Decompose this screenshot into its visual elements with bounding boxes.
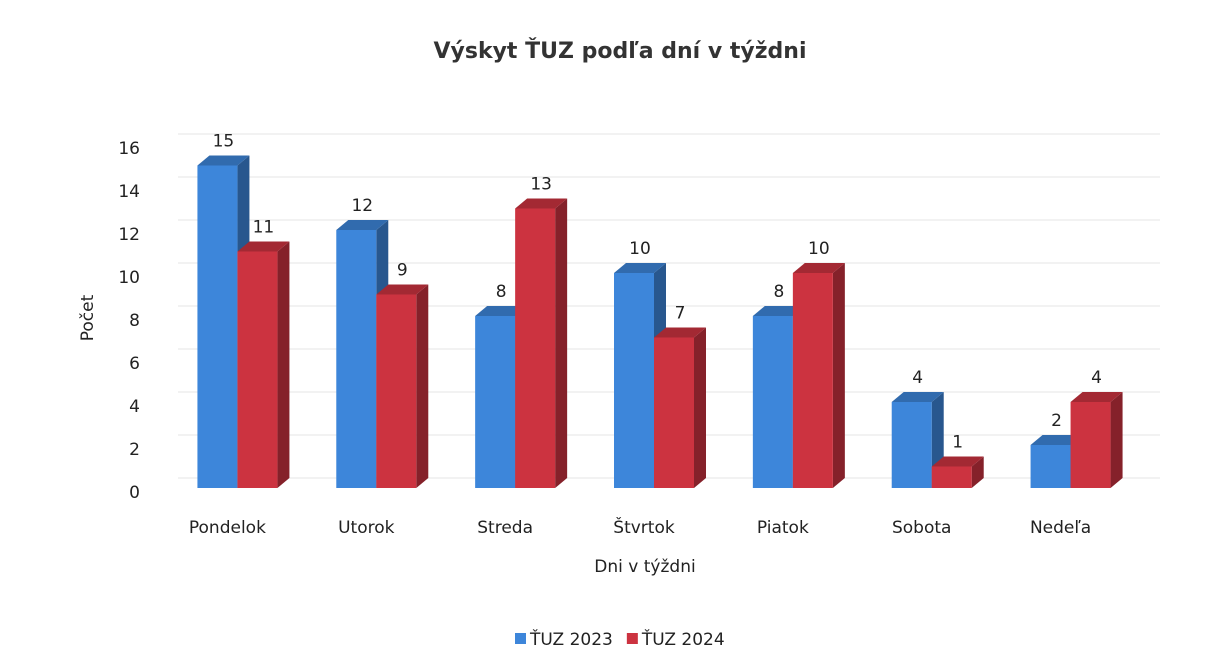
y-tick-label: 16 [118, 139, 140, 159]
chart-title: Výskyt ŤUZ podľa dní v týždni [434, 38, 807, 64]
bar [237, 241, 290, 488]
y-axis-label: Počet [78, 294, 98, 341]
data-label: 4 [1091, 368, 1102, 388]
data-label: 9 [397, 261, 408, 281]
bar-front [654, 337, 694, 488]
legend-label: ŤUZ 2023 [529, 628, 613, 650]
bar-front [1070, 402, 1111, 488]
bar-top [752, 306, 805, 316]
bar [515, 198, 568, 488]
bar-top [792, 263, 845, 273]
bar-side [971, 456, 984, 488]
x-tick-label: Sobota [892, 518, 951, 538]
data-label: 13 [530, 175, 552, 195]
bar [654, 327, 706, 488]
bar-front [752, 316, 793, 488]
x-tick-label: Nedeľa [1030, 518, 1091, 538]
bar-front [614, 273, 654, 488]
bar-front [376, 294, 417, 488]
bar-top [891, 392, 944, 402]
bar-top [475, 306, 528, 316]
bar-front [475, 316, 516, 488]
bar [614, 263, 666, 488]
legend-label: ŤUZ 2024 [641, 628, 725, 650]
bar-top [1030, 435, 1083, 445]
bar-top [197, 155, 250, 166]
bar-front [197, 165, 238, 488]
bar-side [832, 263, 845, 488]
bar-front [931, 466, 972, 488]
y-tick-label: 6 [129, 354, 140, 374]
bar-top [1070, 392, 1123, 402]
data-label: 11 [253, 218, 275, 238]
bar-top [515, 198, 568, 209]
bar-front [237, 251, 278, 488]
bar [931, 456, 984, 488]
y-tick-label: 8 [129, 311, 140, 331]
data-label: 8 [773, 282, 784, 302]
x-tick-label: Utorok [338, 518, 395, 538]
data-label: 10 [629, 239, 651, 259]
y-tick-label: 0 [129, 483, 140, 503]
bar-front [515, 208, 556, 488]
bar-top [931, 456, 984, 467]
bar-side [694, 327, 706, 488]
x-tick-label: Streda [477, 518, 533, 538]
y-tick-label: 14 [118, 182, 140, 202]
bar-top [376, 284, 429, 295]
y-tick-label: 10 [118, 268, 140, 288]
data-label: 12 [351, 196, 373, 216]
bar-side [277, 241, 290, 488]
data-label: 10 [808, 239, 830, 259]
y-tick-label: 12 [118, 225, 140, 245]
data-label: 1 [952, 433, 963, 453]
bar [1070, 392, 1123, 488]
x-tick-label: Štvrtok [613, 516, 675, 538]
bar-top [336, 220, 389, 230]
bar-side [416, 284, 429, 488]
bar-top [237, 241, 290, 252]
bar-top [654, 327, 706, 338]
x-axis-label: Dni v týždni [594, 557, 695, 577]
data-label: 4 [912, 368, 923, 388]
bar-top [614, 263, 666, 273]
data-label: 15 [213, 132, 235, 152]
bar [792, 263, 845, 488]
x-tick-label: Pondelok [189, 518, 266, 538]
data-label: 7 [675, 304, 686, 324]
bar-front [1030, 445, 1071, 488]
data-label: 2 [1051, 411, 1062, 431]
y-tick-label: 4 [129, 397, 140, 417]
bar [376, 284, 429, 488]
bar-side [555, 198, 568, 488]
legend-swatch [515, 633, 526, 644]
data-label: 8 [496, 282, 507, 302]
bar-front [336, 230, 377, 488]
y-tick-label: 2 [129, 440, 140, 460]
legend-swatch [626, 633, 638, 644]
x-tick-label: Piatok [757, 518, 809, 538]
bar-front [891, 402, 932, 488]
bar-side [1110, 392, 1123, 488]
bar-front [792, 273, 833, 488]
